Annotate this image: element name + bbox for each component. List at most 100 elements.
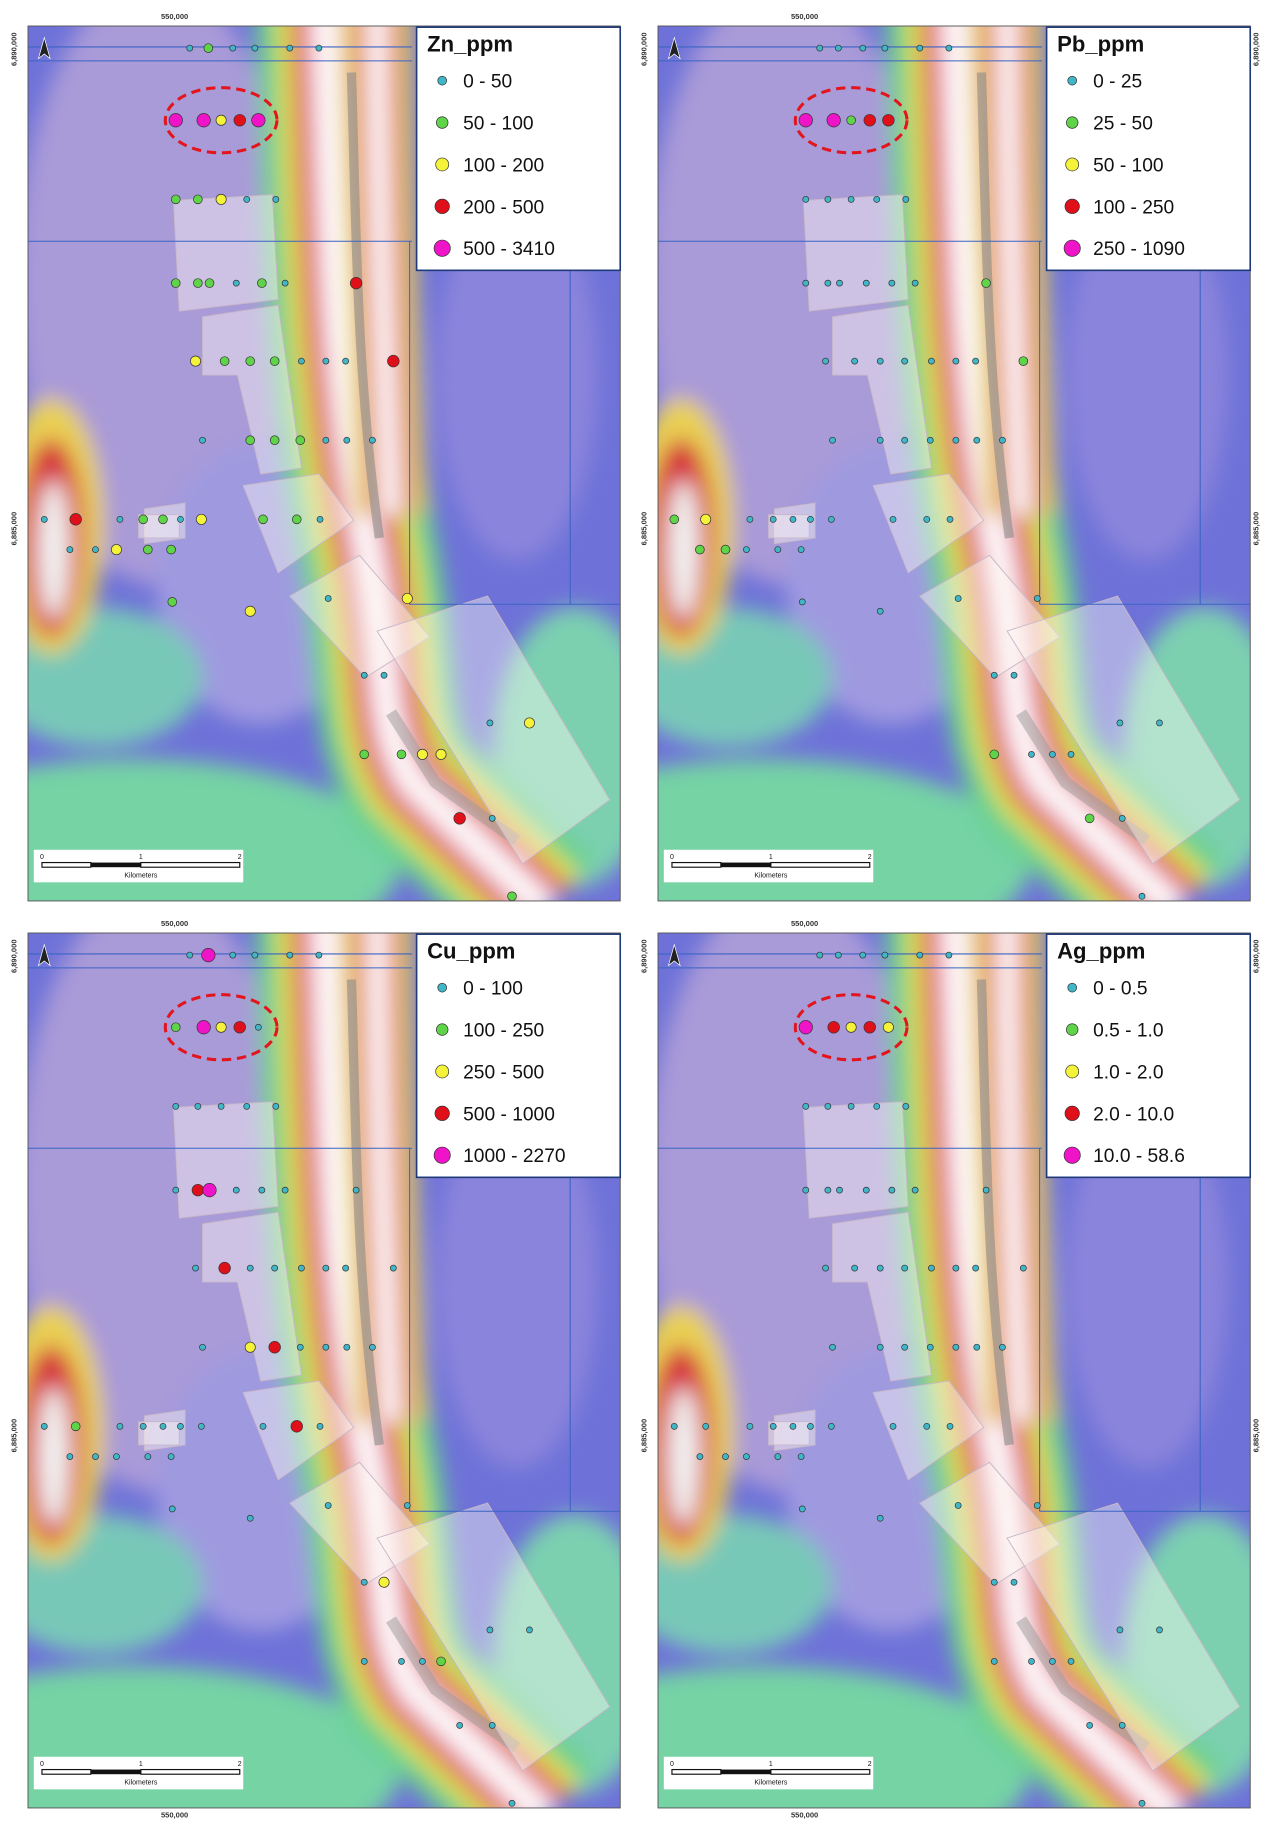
sample-point bbox=[487, 1627, 493, 1633]
sample-point bbox=[360, 750, 369, 759]
scale-tick-label: 0 bbox=[40, 1761, 44, 1768]
sample-point bbox=[1087, 1722, 1093, 1728]
northing-label: 6,890,000 bbox=[9, 32, 18, 66]
sample-point bbox=[216, 194, 226, 204]
sample-point bbox=[864, 114, 876, 126]
scale-bar bbox=[141, 1770, 240, 1775]
legend-label: 500 - 1000 bbox=[463, 1104, 555, 1125]
sample-point bbox=[113, 1454, 119, 1460]
sample-point bbox=[173, 1187, 179, 1193]
sample-point bbox=[1049, 751, 1055, 757]
sample-point bbox=[817, 45, 823, 51]
sample-point bbox=[823, 358, 829, 364]
sample-point bbox=[827, 113, 840, 126]
scale-tick-label: 1 bbox=[139, 1761, 143, 1768]
sample-point bbox=[526, 1627, 532, 1633]
sample-point bbox=[92, 547, 98, 553]
sample-point bbox=[524, 718, 534, 728]
legend-label: 0.5 - 1.0 bbox=[1093, 1021, 1163, 1042]
legend-symbol bbox=[1066, 1065, 1079, 1078]
legend-label: 50 - 100 bbox=[463, 114, 533, 135]
sample-point bbox=[187, 45, 193, 51]
tenement bbox=[803, 1102, 908, 1218]
sample-point bbox=[233, 1187, 239, 1193]
sample-point bbox=[743, 1454, 749, 1460]
northing-label: 6,885,000 bbox=[639, 512, 648, 546]
sample-point bbox=[1028, 751, 1034, 757]
sample-point bbox=[171, 195, 180, 204]
sample-point bbox=[361, 672, 367, 678]
easting-label: 550,000 bbox=[161, 12, 188, 21]
sample-point bbox=[316, 952, 322, 958]
sample-point bbox=[828, 1021, 840, 1033]
sample-point bbox=[233, 280, 239, 286]
sample-point bbox=[67, 547, 73, 553]
sample-point bbox=[270, 357, 279, 366]
anomaly bbox=[667, 480, 700, 620]
sample-point bbox=[1156, 720, 1162, 726]
sample-point bbox=[953, 1344, 959, 1350]
scale-tick-label: 1 bbox=[769, 1761, 773, 1768]
sample-point bbox=[202, 948, 215, 961]
legend-symbol bbox=[1064, 240, 1080, 256]
legend-label: 50 - 100 bbox=[1093, 155, 1163, 176]
sample-point bbox=[775, 547, 781, 553]
sample-point bbox=[890, 516, 896, 522]
sample-point bbox=[864, 1021, 876, 1033]
legend-symbol bbox=[1064, 1147, 1080, 1163]
sample-point bbox=[41, 516, 47, 522]
sample-point bbox=[863, 1187, 869, 1193]
sample-point bbox=[282, 1187, 288, 1193]
sample-point bbox=[139, 515, 148, 524]
northing-label: 6,890,000 bbox=[639, 939, 648, 973]
sample-point bbox=[874, 1103, 880, 1109]
sample-point bbox=[999, 1344, 1005, 1350]
sample-point bbox=[379, 1577, 389, 1587]
sample-point bbox=[117, 1423, 123, 1429]
legend-symbol bbox=[1066, 117, 1078, 129]
northing-label: 6,885,000 bbox=[1251, 1419, 1260, 1453]
sample-point bbox=[825, 1187, 831, 1193]
sample-point bbox=[991, 672, 997, 678]
sample-point bbox=[775, 1454, 781, 1460]
sample-point bbox=[835, 45, 841, 51]
sample-point bbox=[417, 749, 427, 759]
sample-point bbox=[218, 1103, 224, 1109]
scale-tick-label: 2 bbox=[868, 1761, 872, 1768]
scale-unit: Kilometers bbox=[124, 873, 157, 880]
sample-point bbox=[799, 1506, 805, 1512]
sample-point bbox=[219, 1262, 231, 1274]
sample-point bbox=[947, 516, 953, 522]
sample-point bbox=[1020, 1265, 1026, 1271]
sample-point bbox=[246, 436, 255, 445]
legend-symbol bbox=[1068, 983, 1077, 992]
sample-point bbox=[272, 1265, 278, 1271]
sample-point bbox=[798, 1454, 804, 1460]
sample-point bbox=[770, 516, 776, 522]
northing-label: 6,890,000 bbox=[1251, 939, 1260, 973]
sample-point bbox=[721, 545, 730, 554]
sample-point bbox=[198, 1423, 204, 1429]
sample-point bbox=[71, 1422, 80, 1431]
sample-point bbox=[244, 1103, 250, 1109]
scale-tick-label: 1 bbox=[139, 854, 143, 861]
legend-symbol bbox=[436, 1065, 449, 1078]
sample-point bbox=[193, 279, 202, 288]
sample-point bbox=[143, 545, 152, 554]
legend-symbol bbox=[1065, 199, 1079, 213]
sample-point bbox=[489, 815, 495, 821]
sample-point bbox=[216, 1022, 226, 1032]
sample-point bbox=[852, 358, 858, 364]
low-zone bbox=[623, 608, 832, 748]
sample-point bbox=[825, 280, 831, 286]
sample-point bbox=[404, 1502, 410, 1508]
easting-label: 550,000 bbox=[791, 1810, 818, 1819]
legend-symbol bbox=[1066, 1024, 1078, 1036]
sample-point bbox=[912, 1187, 918, 1193]
sample-point bbox=[743, 547, 749, 553]
sample-point bbox=[487, 720, 493, 726]
sample-point bbox=[192, 1184, 204, 1196]
sample-point bbox=[169, 1506, 175, 1512]
sample-point bbox=[168, 598, 177, 607]
sample-point bbox=[924, 1423, 930, 1429]
